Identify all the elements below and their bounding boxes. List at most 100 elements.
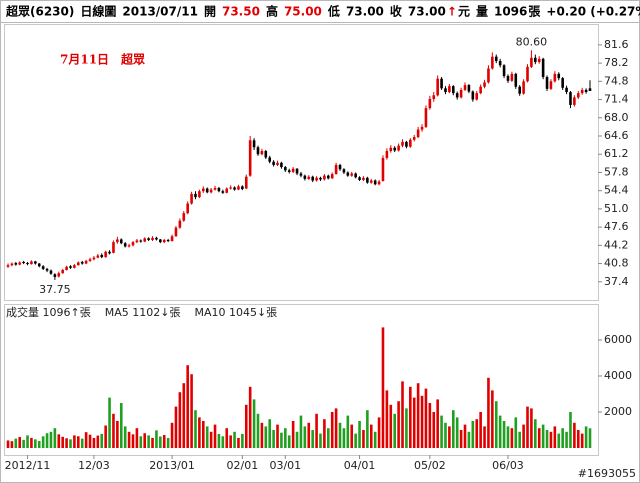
candle-body	[338, 164, 342, 170]
volume-bar	[205, 426, 209, 448]
x-tick-label: 06/03	[492, 459, 524, 472]
volume-bar	[108, 397, 111, 448]
candle-body	[295, 168, 299, 174]
volume-bar	[84, 432, 88, 448]
high-label: 80.60	[516, 35, 548, 48]
candle-body	[205, 188, 209, 193]
volume-bar	[459, 430, 463, 448]
y-tick-label: 57.8	[604, 165, 629, 178]
volume-bar	[248, 386, 252, 448]
candle-body	[131, 242, 135, 246]
candle-body	[534, 57, 537, 63]
candle-body	[57, 273, 61, 277]
chart-title: 7月11日 超眾	[60, 52, 145, 67]
watermark: #1693055	[578, 467, 636, 480]
header-item: ↑	[447, 5, 457, 19]
candle-body	[159, 239, 162, 243]
volume-bar	[397, 401, 400, 448]
header-item: 1096	[494, 5, 527, 19]
candle-body	[467, 85, 471, 92]
candle-body	[557, 73, 561, 79]
volume-bar	[354, 433, 357, 448]
candle-body	[299, 173, 303, 176]
volume-bar	[424, 388, 428, 448]
candle-body	[14, 263, 18, 265]
volume-bar	[463, 424, 467, 448]
volume-bar	[155, 430, 158, 448]
candle-body	[252, 140, 256, 148]
candle-body	[268, 157, 272, 162]
candle-body	[84, 260, 88, 264]
candle-body	[576, 93, 580, 98]
candle-body	[194, 193, 197, 198]
volume-bar	[342, 428, 346, 448]
volume-bar	[518, 431, 521, 448]
candle-body	[487, 68, 490, 83]
volume-bar	[405, 408, 408, 448]
volume-bar	[534, 419, 537, 448]
candle-body	[155, 237, 158, 240]
volume-bar	[135, 428, 139, 448]
candle-body	[584, 89, 588, 93]
candle-body	[112, 242, 115, 253]
volume-bar	[514, 417, 518, 448]
volume-bar	[34, 439, 37, 448]
candle-body	[436, 78, 439, 96]
volume-bar	[119, 403, 123, 448]
y-tick-label: 64.6	[604, 129, 629, 142]
candle-body	[119, 239, 123, 244]
candle-body	[307, 176, 311, 179]
candle-body	[553, 73, 557, 82]
y-tick-label: 51.0	[604, 202, 629, 215]
legend-item: MA5 1102	[105, 306, 161, 319]
candle-body	[483, 82, 486, 87]
candle-body	[162, 239, 166, 243]
candle-body	[565, 87, 568, 93]
volume-bar	[162, 435, 166, 448]
candle-body	[108, 251, 111, 254]
candle-body	[22, 261, 25, 264]
volume-bar	[444, 422, 447, 448]
header-item: 2013/07/11	[122, 5, 198, 19]
volume-bar	[358, 421, 361, 448]
volume-bar	[100, 433, 104, 448]
candle-body	[166, 239, 170, 242]
candle-body	[373, 180, 377, 185]
volume-bar	[291, 421, 295, 448]
candle-body	[561, 78, 564, 88]
candle-body	[190, 193, 193, 204]
volume-bar	[260, 422, 264, 448]
candle-body	[342, 169, 346, 173]
volume-bar	[373, 431, 377, 448]
header-item: 低	[327, 4, 340, 19]
candle-body	[463, 85, 467, 90]
candle-body	[151, 237, 154, 240]
volume-bar	[475, 419, 479, 448]
candle-body	[498, 60, 502, 66]
legend-item: ↓張	[257, 306, 277, 319]
candle-body	[580, 89, 584, 94]
volume-bar	[198, 417, 201, 448]
volume-bar	[330, 412, 334, 448]
candle-body	[479, 86, 482, 94]
candle-body	[65, 266, 68, 270]
candle-body	[96, 255, 100, 258]
volume-bar	[369, 424, 373, 448]
volume-bar	[37, 440, 41, 448]
candle-body	[18, 262, 22, 265]
candle-body	[424, 108, 428, 127]
volume-bar	[451, 410, 455, 448]
volume-bar	[244, 404, 248, 448]
volume-bar	[483, 426, 486, 448]
candle-body	[502, 65, 506, 76]
candle-body	[311, 176, 314, 181]
volume-bar	[362, 430, 365, 448]
volume-bar	[80, 438, 84, 448]
volume-bar	[502, 421, 506, 448]
candle-body	[448, 86, 451, 93]
volume-bar	[73, 435, 76, 448]
x-tick-label: 2012/11	[5, 459, 51, 472]
volume-bar	[57, 434, 61, 448]
candle-body	[475, 93, 479, 100]
